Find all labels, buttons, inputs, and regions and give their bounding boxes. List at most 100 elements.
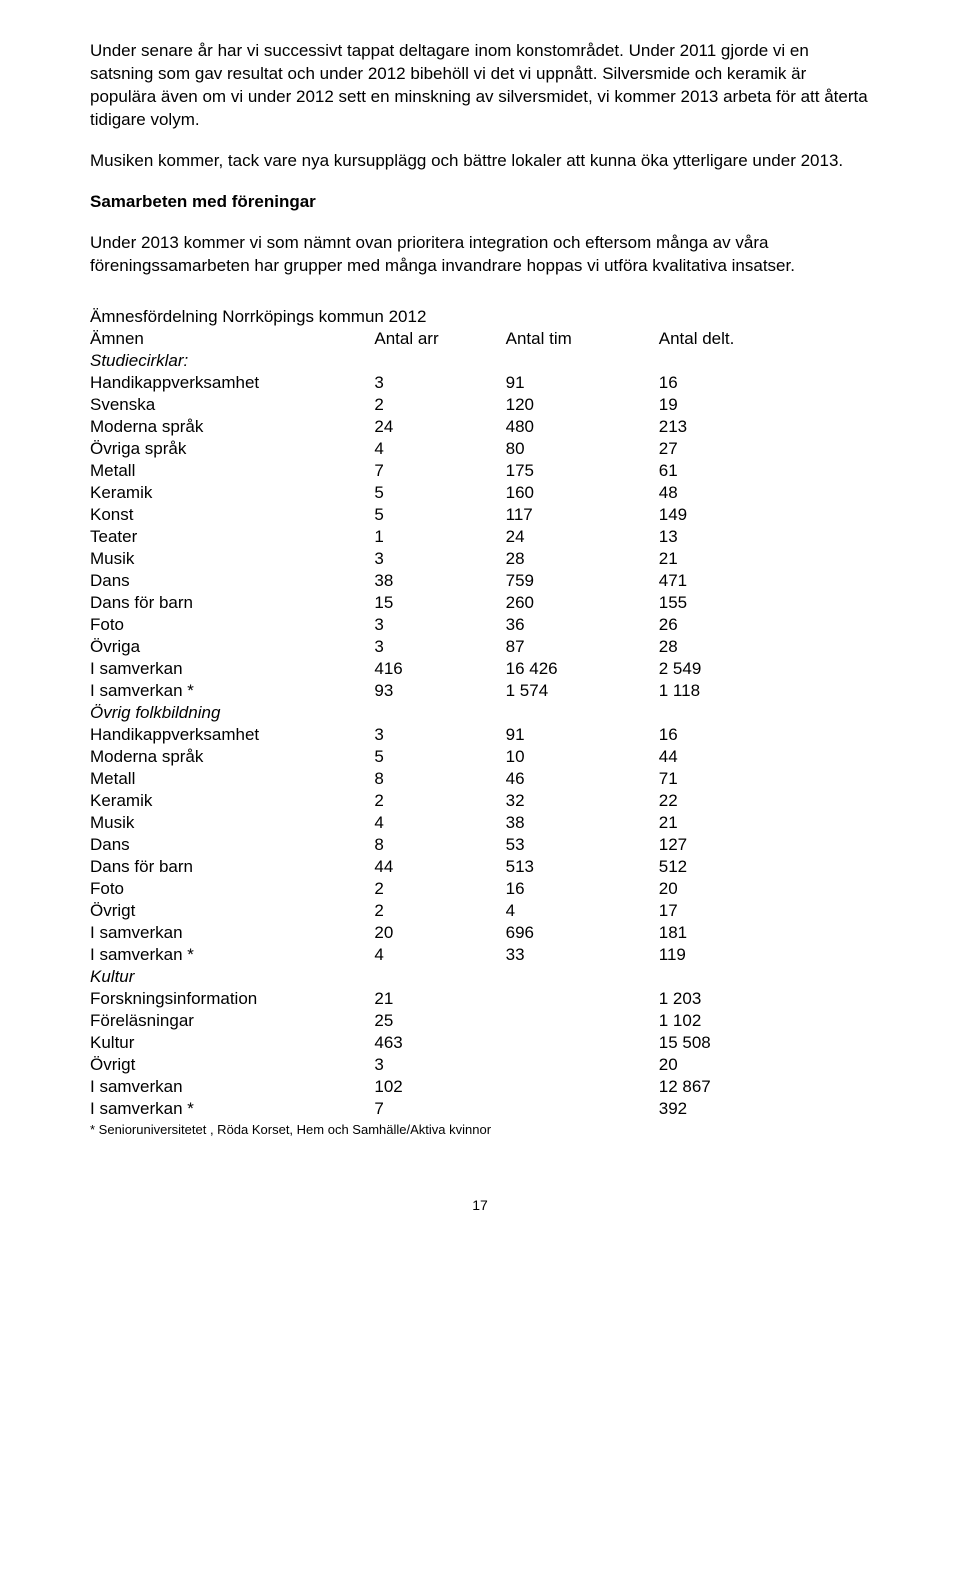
row-arr: 38	[374, 570, 505, 592]
table-row: Svenska212019	[90, 394, 790, 416]
row-delt: 149	[659, 504, 790, 526]
row-tim: 33	[506, 944, 659, 966]
row-tim	[506, 1054, 659, 1076]
row-label: I samverkan	[90, 658, 374, 680]
table-row: Foto21620	[90, 878, 790, 900]
row-arr: 7	[374, 1098, 505, 1120]
row-tim: 1 574	[506, 680, 659, 702]
row-arr: 15	[374, 592, 505, 614]
row-arr	[374, 966, 505, 988]
row-label: Keramik	[90, 790, 374, 812]
row-tim: 10	[506, 746, 659, 768]
row-tim	[506, 1010, 659, 1032]
table-row: Keramik23222	[90, 790, 790, 812]
row-label: Föreläsningar	[90, 1010, 374, 1032]
row-label: Kultur	[90, 966, 374, 988]
row-arr: 3	[374, 614, 505, 636]
row-arr: 3	[374, 372, 505, 394]
table-row: Studiecirklar:	[90, 350, 790, 372]
row-tim: 160	[506, 482, 659, 504]
table-row: Metall84671	[90, 768, 790, 790]
table-title: Ämnesfördelning Norrköpings kommun 2012	[90, 306, 870, 329]
table-row: Handikappverksamhet39116	[90, 724, 790, 746]
row-arr: 5	[374, 746, 505, 768]
row-arr: 8	[374, 834, 505, 856]
row-delt: 19	[659, 394, 790, 416]
row-arr: 25	[374, 1010, 505, 1032]
row-label: Musik	[90, 548, 374, 570]
row-delt	[659, 350, 790, 372]
row-label: Metall	[90, 460, 374, 482]
row-tim: 53	[506, 834, 659, 856]
table-row: Övrig folkbildning	[90, 702, 790, 724]
row-arr: 2	[374, 394, 505, 416]
row-delt: 61	[659, 460, 790, 482]
row-arr: 4	[374, 438, 505, 460]
row-tim: 696	[506, 922, 659, 944]
table-row: I samverkan *433119	[90, 944, 790, 966]
table-row: Kultur46315 508	[90, 1032, 790, 1054]
row-delt: 12 867	[659, 1076, 790, 1098]
header-antal-tim: Antal tim	[506, 328, 659, 350]
row-arr: 2	[374, 900, 505, 922]
row-arr: 21	[374, 988, 505, 1010]
row-delt: 213	[659, 416, 790, 438]
row-arr: 5	[374, 482, 505, 504]
row-label: Konst	[90, 504, 374, 526]
row-label: Teater	[90, 526, 374, 548]
header-amnen: Ämnen	[90, 328, 374, 350]
row-delt: 119	[659, 944, 790, 966]
row-label: I samverkan *	[90, 1098, 374, 1120]
table-row: I samverkan41616 4262 549	[90, 658, 790, 680]
row-tim: 46	[506, 768, 659, 790]
row-arr: 463	[374, 1032, 505, 1054]
row-label: Foto	[90, 614, 374, 636]
table-row: Föreläsningar251 102	[90, 1010, 790, 1032]
row-arr: 24	[374, 416, 505, 438]
row-tim	[506, 1076, 659, 1098]
row-delt: 392	[659, 1098, 790, 1120]
row-delt: 16	[659, 372, 790, 394]
row-label: I samverkan *	[90, 944, 374, 966]
row-delt: 28	[659, 636, 790, 658]
row-tim: 260	[506, 592, 659, 614]
row-label: Svenska	[90, 394, 374, 416]
row-delt: 1 118	[659, 680, 790, 702]
row-tim: 117	[506, 504, 659, 526]
row-label: Forskningsinformation	[90, 988, 374, 1010]
table-row: I samverkan20696181	[90, 922, 790, 944]
row-delt: 17	[659, 900, 790, 922]
row-delt: 48	[659, 482, 790, 504]
row-tim: 175	[506, 460, 659, 482]
row-tim	[506, 1032, 659, 1054]
row-tim	[506, 1098, 659, 1120]
row-arr: 7	[374, 460, 505, 482]
row-label: Keramik	[90, 482, 374, 504]
row-label: Foto	[90, 878, 374, 900]
row-arr: 20	[374, 922, 505, 944]
document-page: Under senare år har vi successivt tappat…	[0, 0, 960, 1243]
table-row: I samverkan *7 392	[90, 1098, 790, 1120]
row-label: Dans	[90, 570, 374, 592]
table-row: Moderna språk51044	[90, 746, 790, 768]
row-tim	[506, 966, 659, 988]
row-arr: 1	[374, 526, 505, 548]
row-label: I samverkan *	[90, 680, 374, 702]
row-delt: 155	[659, 592, 790, 614]
row-delt: 20	[659, 878, 790, 900]
row-label: Dans för barn	[90, 856, 374, 878]
table-row: Forskningsinformation211 203	[90, 988, 790, 1010]
paragraph-3: Under 2013 kommer vi som nämnt ovan prio…	[90, 232, 870, 278]
row-label: Övrigt	[90, 1054, 374, 1076]
row-label: Metall	[90, 768, 374, 790]
row-arr	[374, 702, 505, 724]
row-arr: 3	[374, 724, 505, 746]
table-row: Konst5117149	[90, 504, 790, 526]
row-arr: 5	[374, 504, 505, 526]
row-tim	[506, 350, 659, 372]
row-label: Handikappverksamhet	[90, 724, 374, 746]
row-label: Övrigt	[90, 900, 374, 922]
row-tim: 120	[506, 394, 659, 416]
row-arr: 8	[374, 768, 505, 790]
row-label: Studiecirklar:	[90, 350, 374, 372]
